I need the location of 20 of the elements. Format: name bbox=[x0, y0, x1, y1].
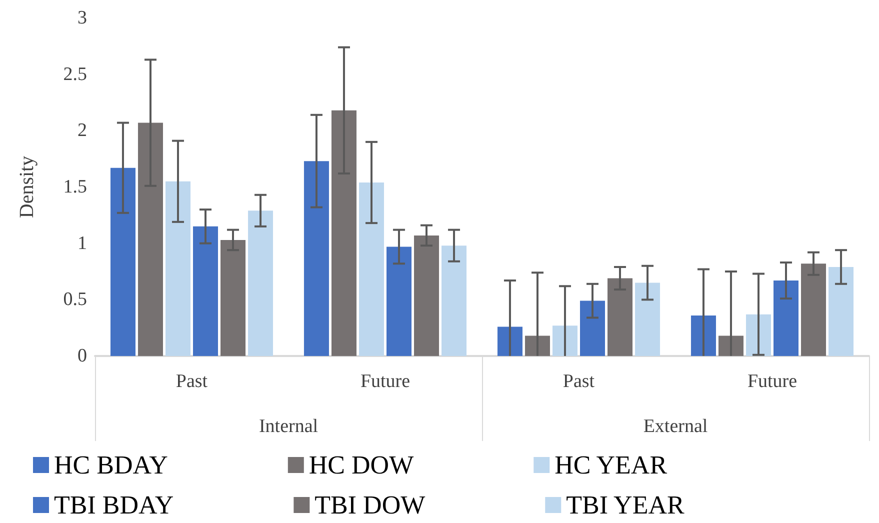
x-tick-label: Future bbox=[747, 371, 798, 392]
y-tick-label: 0 bbox=[78, 346, 87, 366]
text: External bbox=[643, 416, 708, 437]
y-tick-label: 3 bbox=[78, 8, 87, 28]
legend-label: TBI DOW bbox=[314, 490, 426, 520]
legend-label: TBI YEAR bbox=[566, 490, 685, 520]
y-axis-title: Density bbox=[16, 156, 38, 218]
legend-label: HC DOW bbox=[308, 450, 414, 480]
y-tick-label: 0.5 bbox=[63, 289, 87, 310]
x-tick-label: Past bbox=[562, 371, 596, 392]
y-tick-label: 2 bbox=[78, 120, 87, 142]
legend-label: HC BDAY bbox=[54, 450, 168, 480]
x-tick-label: Past bbox=[176, 371, 208, 392]
legend-label: HC YEAR bbox=[554, 450, 668, 480]
text: Internal bbox=[258, 416, 318, 437]
y-tick-label: 1.5 bbox=[63, 176, 87, 198]
legend-label: TBI BDAY bbox=[54, 490, 174, 520]
x-tick-label: Future bbox=[360, 371, 410, 392]
y-tick-label: 2.5 bbox=[63, 64, 87, 85]
y-tick-label: 1 bbox=[78, 232, 87, 254]
